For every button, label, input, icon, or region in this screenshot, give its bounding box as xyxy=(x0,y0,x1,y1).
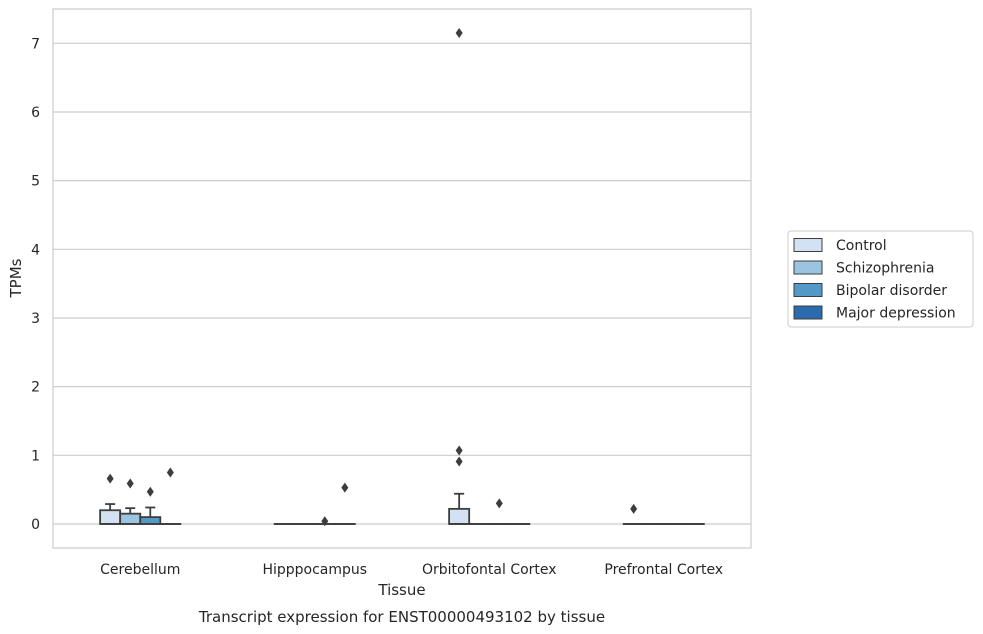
box-2-4 xyxy=(333,482,356,525)
legend-label-4: Major depression xyxy=(836,306,956,322)
x-axis-label: Tissue xyxy=(377,581,425,599)
box-body xyxy=(139,516,162,525)
box-body xyxy=(448,507,471,525)
y-tick-label-7: 7 xyxy=(31,36,40,52)
legend-frame xyxy=(787,230,974,328)
y-tick-label-1: 1 xyxy=(31,448,40,464)
y-tick-label-5: 5 xyxy=(31,174,40,190)
chart-caption: Transcript expression for ENST0000049310… xyxy=(198,608,605,626)
outlier-point xyxy=(126,478,134,489)
x-tick-label-4: Prefrontal Cortex xyxy=(604,562,723,578)
legend-swatch-3 xyxy=(793,283,823,297)
box-1-2 xyxy=(119,478,142,525)
outlier-point xyxy=(341,482,349,493)
y-tick-label-6: 6 xyxy=(31,105,40,121)
box-body xyxy=(99,509,122,525)
box-1-3 xyxy=(139,486,162,525)
plot-area-frame xyxy=(52,8,752,549)
legend-swatch-2 xyxy=(793,260,823,275)
y-tick-label-0: 0 xyxy=(31,517,40,533)
box-body xyxy=(119,512,142,525)
x-tick-label-1: Cerebellum xyxy=(100,562,180,578)
y-tick-label-3: 3 xyxy=(31,311,40,327)
outlier-point xyxy=(455,28,463,39)
legend-swatch-4 xyxy=(793,305,823,320)
outlier-point xyxy=(146,486,154,497)
y-axis-ticks: 0 1 2 3 4 5 6 7 xyxy=(31,36,40,533)
x-tick-label-3: Orbitofontal Cortex xyxy=(422,562,557,578)
legend-items: Control Schizophrenia Bipolar disorder Majo… xyxy=(793,238,956,322)
box-4-1 xyxy=(622,503,645,525)
legend-label-1: Control xyxy=(836,238,887,254)
boxes xyxy=(99,28,705,527)
legend-label-3: Bipolar disorder xyxy=(836,283,947,299)
outlier-point xyxy=(106,473,114,484)
box-3-3 xyxy=(488,498,511,525)
box-1-1 xyxy=(99,473,122,525)
box-3-1 xyxy=(448,28,471,525)
outlier-point xyxy=(455,445,463,456)
x-tick-label-2: Hipppocampus xyxy=(262,562,367,578)
legend-swatch-1 xyxy=(793,238,823,252)
y-tick-label-2: 2 xyxy=(31,380,40,396)
outlier-point xyxy=(321,516,329,527)
outlier-point xyxy=(630,503,638,514)
gridlines xyxy=(53,42,751,525)
x-axis-ticks: Cerebellum Hipppocampus Orbitofontal Corte… xyxy=(100,562,723,578)
box-1-4 xyxy=(159,467,182,525)
y-tick-label-4: 4 xyxy=(31,242,40,258)
outlier-point xyxy=(495,498,503,509)
outlier-point xyxy=(166,467,174,478)
y-axis-label: TPMs xyxy=(7,258,25,298)
legend: Control Schizophrenia Bipolar disorder Majo… xyxy=(787,230,974,328)
legend-label-2: Schizophrenia xyxy=(836,261,934,277)
outlier-point xyxy=(455,456,463,467)
box-2-3 xyxy=(313,516,336,527)
